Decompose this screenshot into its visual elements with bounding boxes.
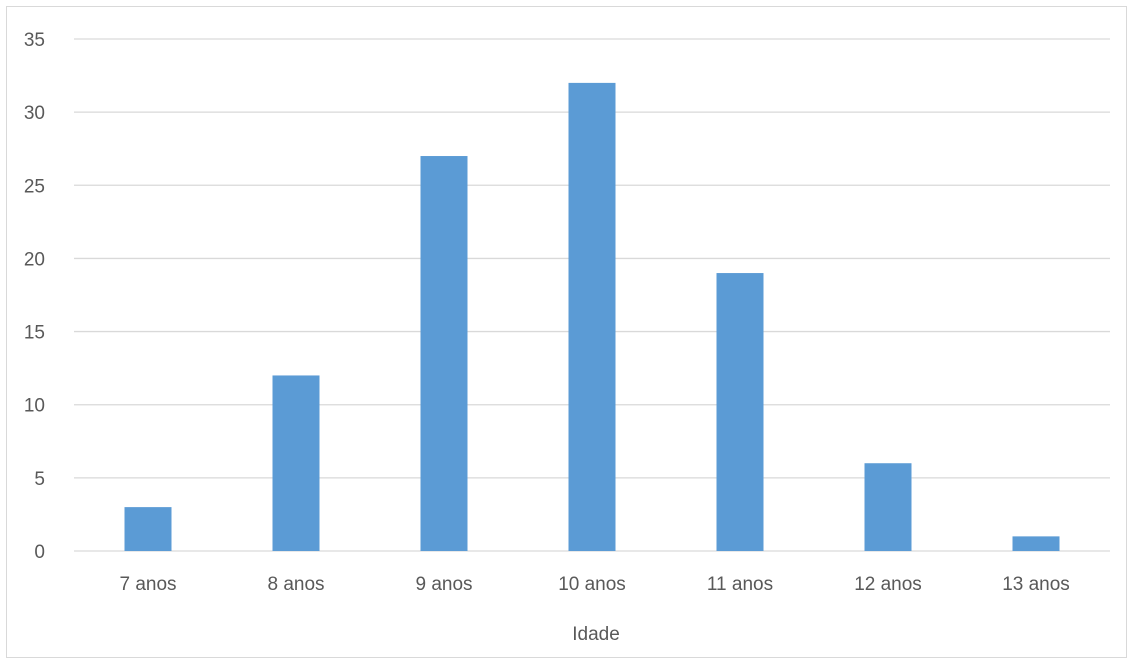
y-tick-label: 35 bbox=[24, 30, 45, 51]
bar-9-anos bbox=[420, 156, 468, 551]
y-tick-label: 0 bbox=[34, 542, 45, 563]
bar-11-anos bbox=[716, 273, 764, 551]
bar-7-anos bbox=[124, 507, 172, 551]
y-tick-label: 5 bbox=[34, 469, 45, 490]
y-tick-label: 30 bbox=[24, 103, 45, 124]
x-tick-label: 8 anos bbox=[267, 574, 324, 595]
bar-10-anos bbox=[568, 82, 616, 551]
x-tick-label: 9 anos bbox=[415, 574, 472, 595]
y-tick-label: 20 bbox=[24, 249, 45, 270]
x-axis-title: Idade bbox=[572, 624, 620, 645]
bar-8-anos bbox=[272, 375, 320, 551]
bars bbox=[124, 82, 1060, 551]
x-tick-label: 13 anos bbox=[1002, 574, 1070, 595]
x-axis-tick-labels: 7 anos 8 anos 9 anos 10 anos 11 anos 12 anos 1… bbox=[119, 574, 1069, 595]
y-tick-label: 25 bbox=[24, 176, 45, 197]
x-tick-label: 11 anos bbox=[707, 574, 773, 595]
y-axis-tick-labels: 0 5 10 15 20 25 30 35 bbox=[24, 30, 45, 563]
y-tick-label: 15 bbox=[24, 323, 45, 344]
bar-12-anos bbox=[864, 463, 912, 551]
bar-13-anos bbox=[1012, 536, 1060, 551]
x-tick-label: 7 anos bbox=[119, 574, 176, 595]
y-tick-label: 10 bbox=[24, 396, 45, 417]
x-tick-label: 10 anos bbox=[558, 574, 626, 595]
x-tick-label: 12 anos bbox=[854, 574, 922, 595]
